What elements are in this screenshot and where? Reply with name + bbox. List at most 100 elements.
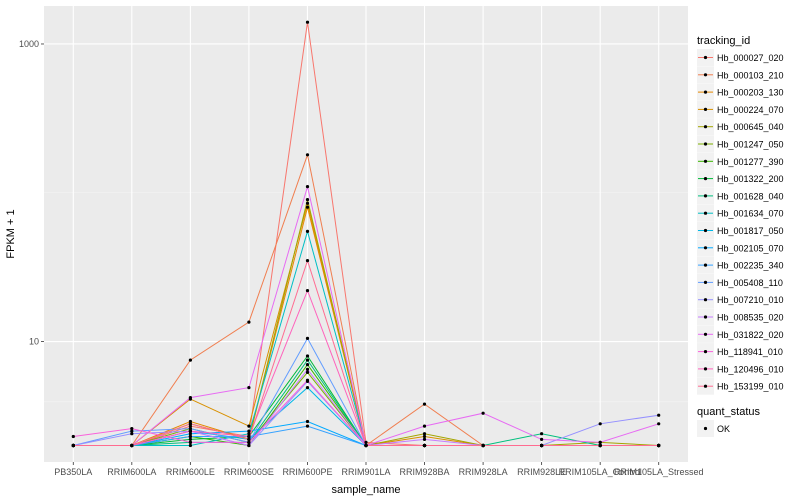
data-point [598, 422, 602, 426]
data-point [305, 370, 310, 374]
legend-label: Hb_000027_020 [717, 53, 784, 63]
data-point [305, 386, 310, 390]
legend-key-point [703, 298, 708, 302]
data-point [188, 440, 192, 444]
data-point [188, 422, 192, 426]
legend-label: Hb_007210_010 [717, 295, 784, 305]
data-point [598, 440, 602, 444]
data-point [305, 229, 310, 233]
legend-label: Hb_000645_040 [717, 122, 784, 132]
data-point [364, 443, 368, 448]
data-point [540, 432, 544, 436]
legend-label: Hb_001817_050 [717, 226, 784, 236]
data-point [305, 363, 310, 367]
data-point [71, 443, 75, 448]
data-point [188, 358, 192, 362]
grid-lines [44, 6, 688, 462]
legend-key-point [703, 142, 708, 146]
x-tick-label: RRIM600LA [107, 467, 156, 477]
data-point [188, 429, 192, 433]
legend-key-point [703, 384, 708, 388]
data-point [305, 259, 310, 263]
legend-title: tracking_id [697, 35, 750, 47]
data-point [247, 437, 251, 441]
legend-key-point [703, 228, 708, 233]
legend-key-point [703, 194, 708, 198]
data-point [188, 396, 192, 400]
data-point [305, 198, 310, 202]
legend-key-point [703, 332, 708, 336]
data-point [305, 201, 310, 205]
data-point [305, 424, 310, 428]
legend-key-point [703, 263, 708, 267]
legend-label: Hb_001322_200 [717, 174, 784, 184]
data-point [657, 422, 661, 426]
data-point [422, 443, 427, 448]
y-axis: 10 1000 [19, 39, 44, 347]
data-point [247, 443, 251, 448]
x-tick-label: RRIM600PE [282, 467, 332, 477]
legend-key-point [703, 315, 708, 319]
data-point [188, 432, 192, 436]
legend-label: Hb_008535_020 [717, 313, 784, 323]
data-point [71, 434, 75, 439]
y-tick-label: 1000 [19, 39, 39, 49]
legend-key-point [703, 367, 708, 371]
legend-label: Hb_002105_070 [717, 243, 784, 253]
data-point [305, 185, 310, 189]
data-point [305, 378, 310, 382]
legend-key-point [703, 73, 708, 77]
legend-key-point [703, 280, 708, 284]
data-point [130, 427, 134, 431]
x-tick-label: RRIM105LA_Stressed [614, 467, 704, 477]
data-point [188, 424, 192, 428]
shape-legend-point [703, 426, 708, 431]
data-point [247, 440, 251, 444]
legend-key-point [703, 246, 708, 250]
legend-label: Hb_001634_070 [717, 209, 784, 219]
data-point [305, 358, 310, 362]
data-point [305, 289, 310, 293]
legend-label: Hb_002235_340 [717, 261, 784, 271]
legend-key-point [703, 125, 708, 129]
shape-legend: OK [697, 420, 730, 437]
data-point [422, 432, 427, 436]
data-point [130, 429, 134, 433]
data-point [247, 386, 251, 390]
x-tick-label: RRIM928LE [517, 467, 566, 477]
x-tick-label: RRIM105LA_Control [559, 467, 642, 477]
data-point [305, 419, 310, 424]
shape-legend-label: OK [717, 424, 730, 434]
legend-label: Hb_118941_010 [717, 347, 783, 357]
data-point [657, 443, 661, 448]
data-point [481, 411, 485, 415]
x-axis: PB350LA RRIM600LA RRIM600LE RRIM600SE RRIM60… [54, 462, 704, 477]
data-point [247, 424, 251, 428]
data-point [247, 432, 251, 436]
data-points [71, 20, 661, 448]
legend-key-point [703, 90, 708, 94]
legend-label: Hb_000103_210 [717, 70, 784, 80]
data-point [364, 440, 368, 444]
data-point [305, 205, 310, 209]
data-point [481, 443, 485, 448]
data-point [540, 443, 544, 448]
data-point [247, 320, 251, 324]
data-point [305, 153, 310, 157]
legend-key-point [703, 177, 708, 181]
legend-label: Hb_001277_390 [717, 157, 784, 167]
legend-label: Hb_000203_130 [717, 88, 784, 98]
legend-key-point [703, 350, 708, 354]
legend-label: Hb_005408_110 [717, 278, 783, 288]
legend-label: Hb_000224_070 [717, 105, 784, 115]
data-point [598, 443, 602, 448]
data-point [305, 354, 310, 358]
legend: Hb_000027_020 Hb_000103_210 Hb_000203_130 H… [697, 49, 784, 395]
data-point [305, 336, 310, 340]
x-axis-title: sample_name [331, 484, 400, 496]
legend-key-point [703, 159, 708, 163]
legend-key-point [703, 107, 708, 111]
data-point [188, 434, 192, 439]
legend-label: Hb_153199_010 [717, 382, 784, 392]
